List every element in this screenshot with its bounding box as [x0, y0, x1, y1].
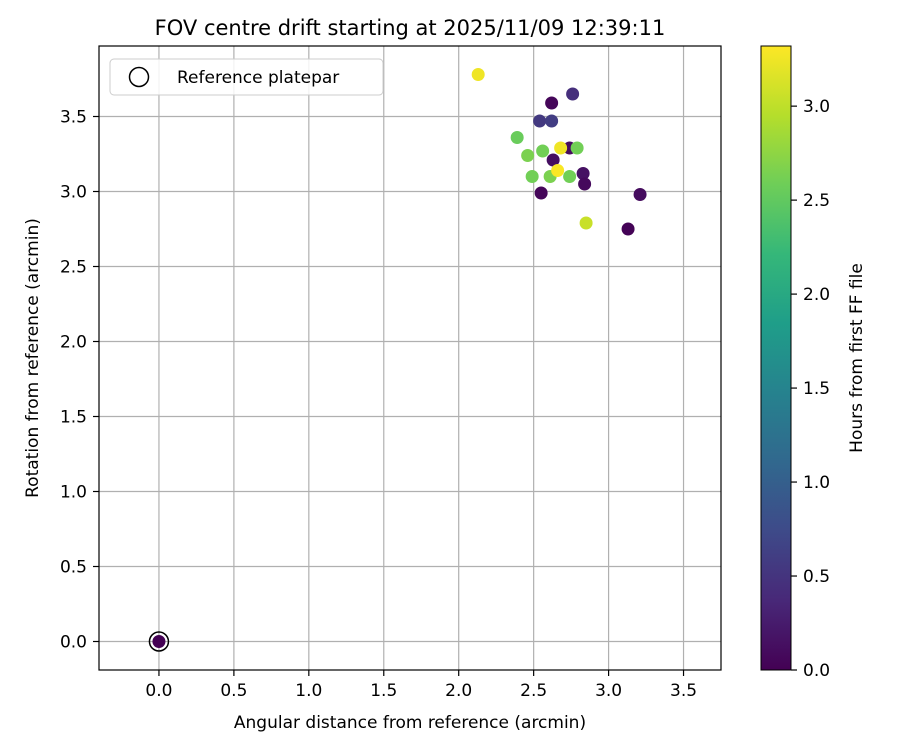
data-point: [471, 68, 485, 81]
x-tick-label: 3.5: [670, 681, 697, 701]
chart-title: FOV centre drift starting at 2025/11/09 …: [155, 16, 666, 40]
colorbar-tick-label: 0.5: [803, 567, 830, 587]
colorbar-gradient: [760, 45, 792, 671]
data-point: [533, 114, 547, 128]
data-point: [566, 87, 580, 101]
legend-reference-marker-icon: [128, 66, 150, 88]
data-point: [152, 635, 166, 648]
y-tick-label: 1.0: [60, 483, 87, 503]
legend-entry-reference: Reference platepar: [177, 68, 339, 88]
data-point: [536, 144, 550, 158]
data-point: [521, 149, 535, 162]
data-point: [534, 186, 548, 200]
legend-box: [109, 58, 384, 96]
x-tick-label: 1.5: [370, 681, 397, 701]
colorbar: 0.0 0.5 1.0 1.5 2.0 2.5 3.0 Hours from first F…: [760, 45, 867, 681]
scatter-points: [152, 68, 647, 648]
data-point: [579, 216, 593, 230]
data-point: [570, 141, 584, 155]
x-axis-label: Angular distance from reference (arcmin): [234, 713, 586, 733]
colorbar-ticks: 0.0 0.5 1.0 1.5 2.0 2.5 3.0: [791, 97, 830, 681]
colorbar-label: Hours from first FF file: [847, 263, 867, 453]
x-tick-label: 2.5: [520, 681, 547, 701]
y-tick-label: 0.0: [60, 633, 87, 653]
reference-marker: [148, 631, 170, 652]
y-axis-label: Rotation from reference (arcmin): [23, 218, 43, 498]
data-point: [576, 167, 590, 180]
data-point: [563, 170, 577, 183]
data-point: [578, 177, 592, 191]
colorbar-tick-label: 1.0: [803, 473, 830, 493]
data-point: [621, 222, 635, 236]
colorbar-tick-label: 2.5: [803, 191, 830, 211]
x-tick-label: 0.0: [145, 681, 172, 701]
data-point: [525, 170, 539, 183]
data-point: [546, 153, 560, 167]
y-tick-label: 1.5: [60, 408, 87, 428]
plot-frame: [98, 45, 722, 671]
data-point: [551, 164, 565, 177]
data-point: [633, 188, 647, 201]
x-axis-ticks: 0.0 0.5 1.0 1.5 2.0 2.5 3.0 3.5: [145, 670, 697, 701]
plot-area: [99, 46, 721, 670]
x-tick-label: 3.0: [595, 681, 622, 701]
data-point: [545, 114, 559, 128]
x-tick-label: 0.5: [220, 681, 247, 701]
plot-background: [99, 46, 721, 670]
data-point: [510, 131, 524, 144]
colorbar-tick-label: 0.0: [803, 661, 830, 681]
data-point: [554, 141, 568, 155]
x-tick-label: 1.0: [295, 681, 322, 701]
y-tick-label: 2.5: [60, 258, 87, 278]
y-tick-label: 3.0: [60, 183, 87, 203]
plot-border: [98, 45, 722, 671]
legend: Reference platepar: [109, 58, 384, 96]
colorbar-tick-label: 2.0: [803, 285, 830, 305]
y-tick-label: 3.5: [60, 108, 87, 128]
grid-lines: [99, 46, 721, 670]
reference-platepar-marker: [148, 631, 170, 652]
y-axis-ticks: 0.0 0.5 1.0 1.5 2.0 2.5 3.0 3.5: [60, 108, 99, 653]
colorbar-tick-label: 1.5: [803, 379, 830, 399]
y-tick-label: 0.5: [60, 558, 87, 578]
y-tick-label: 2.0: [60, 333, 87, 353]
x-tick-label: 2.0: [445, 681, 472, 701]
data-point: [545, 96, 559, 110]
colorbar-tick-label: 3.0: [803, 97, 830, 117]
